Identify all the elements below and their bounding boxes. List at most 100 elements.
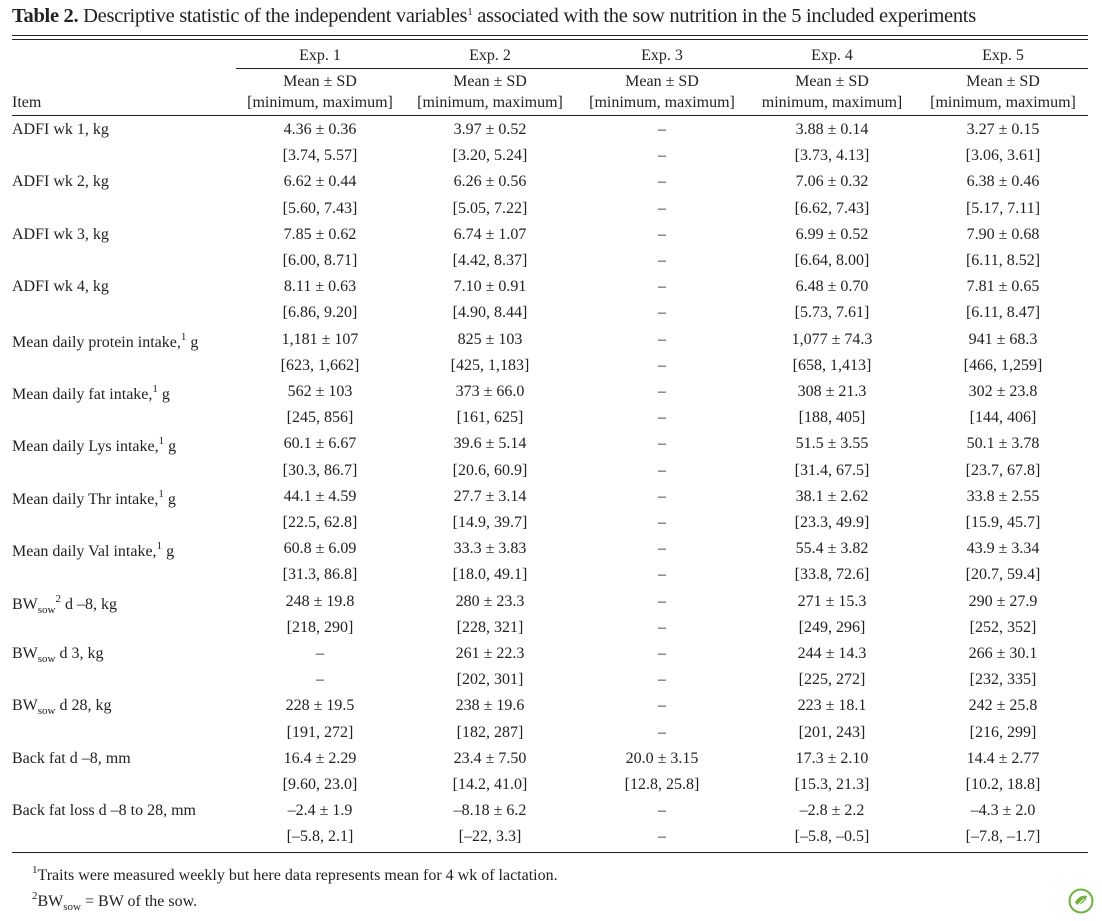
range-header: [minimum, maximum] <box>930 94 1076 111</box>
range-cell: – <box>658 199 666 217</box>
item-header: Item <box>12 94 42 111</box>
range-cell: [31.4, 67.5] <box>794 461 870 479</box>
mean-cell: – <box>658 697 666 715</box>
text: d –8, kg <box>61 595 118 613</box>
stat-header: Mean ± SD <box>625 73 699 90</box>
superscript: 2 <box>55 592 62 605</box>
range-cell: [–5.8, 2.1] <box>286 828 354 846</box>
range-cell: [20.7, 59.4] <box>965 566 1041 584</box>
mean-cell: 248 ± 19.8 <box>285 592 355 610</box>
experiment-header: Exp. 2 <box>469 47 511 64</box>
row-label: Mean daily Thr intake,1 g <box>12 487 176 508</box>
mean-cell: 33.3 ± 3.83 <box>453 540 527 558</box>
mean-cell: 7.06 ± 0.32 <box>795 173 869 191</box>
range-cell: [182, 287] <box>456 723 524 741</box>
mean-cell: –4.3 ± 2.0 <box>970 802 1036 820</box>
range-cell: [188, 405] <box>798 409 866 427</box>
mean-cell: 55.4 ± 3.82 <box>795 540 869 558</box>
mean-cell: 33.8 ± 2.55 <box>966 487 1040 505</box>
range-cell: [22.5, 62.8] <box>282 514 358 531</box>
range-cell: [201, 243] <box>798 723 866 741</box>
mean-cell: 242 ± 25.8 <box>968 697 1038 715</box>
row-label: Back fat d –8, mm <box>12 749 131 767</box>
mean-cell: 261 ± 22.3 <box>455 645 525 662</box>
range-cell: – <box>316 671 324 689</box>
text: BW <box>12 645 38 662</box>
text: ADFI wk 2, kg <box>12 173 109 191</box>
mean-cell: –8.18 ± 6.2 <box>453 802 527 820</box>
subscript: sow <box>37 653 56 665</box>
range-cell: [202, 301] <box>456 671 524 689</box>
range-header: [minimum, maximum] <box>417 94 563 111</box>
range-cell: – <box>658 671 666 689</box>
mean-cell: 562 ± 103 <box>287 383 353 400</box>
experiment-header: Exp. 5 <box>982 47 1024 64</box>
range-cell: [30.3, 86.7] <box>282 461 358 479</box>
range-cell: [23.3, 49.9] <box>794 514 870 531</box>
mean-cell: 1,077 ± 74.3 <box>791 330 873 348</box>
text: associated with the sow nutrition in the… <box>472 5 976 27</box>
range-cell: [425, 1,183] <box>450 356 530 374</box>
range-cell: [9.60, 23.0] <box>282 776 358 793</box>
mean-cell: 16.4 ± 2.29 <box>283 749 357 767</box>
stat-header: Mean ± SD <box>453 73 527 90</box>
mean-cell: – <box>658 225 666 243</box>
range-cell: [249, 296] <box>798 618 866 636</box>
range-cell: [252, 352] <box>969 618 1037 636</box>
text: = BW of the sow. <box>81 893 198 910</box>
range-cell: [4.42, 8.37] <box>452 252 528 269</box>
range-cell: [5.73, 7.61] <box>794 304 870 322</box>
row-label: ADFI wk 4, kg <box>12 279 109 295</box>
mean-cell: 17.3 ± 2.10 <box>795 749 869 767</box>
range-cell: [15.9, 45.7] <box>965 514 1041 531</box>
mean-cell: 223 ± 18.1 <box>797 697 867 715</box>
superscript: 1 <box>158 487 164 500</box>
mean-cell: 8.11 ± 0.63 <box>283 278 357 296</box>
superscript: 1 <box>180 330 187 343</box>
mean-cell: 290 ± 27.9 <box>968 592 1038 610</box>
range-cell: [191, 272] <box>286 723 354 741</box>
text: Traits were measured weekly but here dat… <box>37 867 558 884</box>
footnote: 2BWsow = BW of the sow. <box>32 891 197 913</box>
experiment-header: Exp. 1 <box>299 47 341 64</box>
text: Mean daily fat intake, <box>12 386 153 403</box>
superscript: 1 <box>467 6 473 18</box>
logo-icon <box>1068 888 1094 914</box>
mean-cell: 6.26 ± 0.56 <box>453 173 527 191</box>
range-cell: [6.11, 8.47] <box>965 304 1041 322</box>
text: Back fat d –8, mm <box>12 749 131 767</box>
mean-cell: – <box>658 173 666 191</box>
mean-cell: 60.1 ± 6.67 <box>283 435 357 453</box>
mean-cell: 38.1 ± 2.62 <box>795 487 869 505</box>
mean-cell: – <box>658 435 666 453</box>
text: g <box>162 543 175 561</box>
range-cell: [12.8, 25.8] <box>624 776 700 793</box>
experiment-header: Exp. 3 <box>641 47 683 64</box>
superscript: 1 <box>32 864 38 876</box>
mean-cell: 43.9 ± 3.34 <box>966 540 1040 558</box>
superscript: 2 <box>32 890 38 902</box>
range-cell: [15.3, 21.3] <box>794 776 870 793</box>
mean-cell: 39.6 ± 5.14 <box>453 435 527 453</box>
text: g <box>164 438 177 456</box>
text: Mean daily Lys intake, <box>12 438 159 456</box>
range-cell: [6.62, 7.43] <box>794 199 870 217</box>
mean-cell: 244 ± 14.3 <box>797 645 867 662</box>
mean-cell: 7.81 ± 0.65 <box>966 278 1040 296</box>
row-label: BWsow d 28, kg <box>12 698 112 717</box>
range-cell: [623, 1,662] <box>280 356 360 374</box>
mean-cell: 941 ± 68.3 <box>968 330 1038 348</box>
range-cell: [–7.8, –1.7] <box>965 828 1041 846</box>
text: d 28, kg <box>55 697 112 715</box>
table-label: Table 2. <box>12 5 79 27</box>
range-cell: [20.6, 60.9] <box>452 461 528 479</box>
range-cell: [–5.8, –0.5] <box>794 828 870 846</box>
range-cell: [10.2, 18.8] <box>965 776 1041 793</box>
mean-cell: 228 ± 19.5 <box>285 697 355 715</box>
mean-cell: 7.10 ± 0.91 <box>453 278 527 296</box>
mean-cell: 51.5 ± 3.55 <box>795 435 869 453</box>
row-label: Mean daily Lys intake,1 g <box>12 436 176 455</box>
row-label: Back fat loss d –8 to 28, mm <box>12 803 196 819</box>
range-cell: [3.74, 5.57] <box>282 147 358 165</box>
mean-cell: 1,181 ± 107 <box>281 330 359 348</box>
